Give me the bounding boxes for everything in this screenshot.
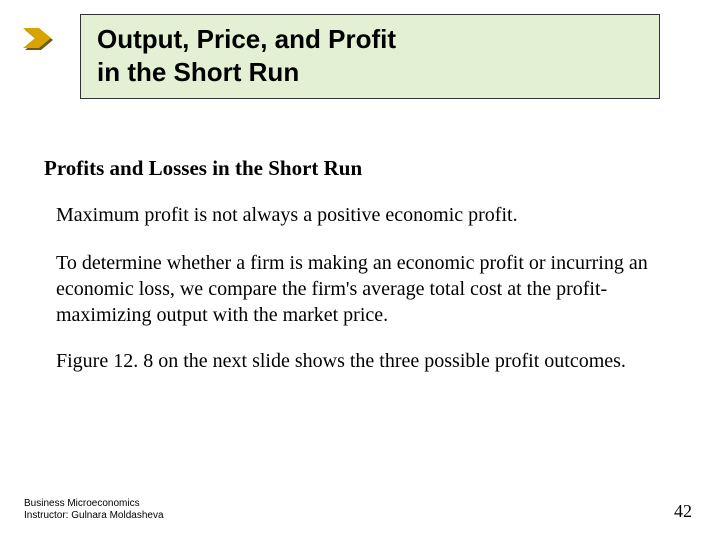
bullet-arrow-icon: [22, 26, 58, 54]
slide-title-line2: in the Short Run: [97, 56, 643, 89]
slide-title-line1: Output, Price, and Profit: [97, 23, 643, 56]
slide-title-box: Output, Price, and Profit in the Short R…: [80, 14, 660, 99]
paragraph-3: Figure 12. 8 on the next slide shows the…: [56, 348, 666, 374]
page-number: 42: [674, 501, 692, 522]
footer-instructor: Instructor: Gulnara Moldasheva: [24, 510, 164, 522]
paragraph-1: Maximum profit is not always a positive …: [56, 202, 666, 228]
footer-left: Business Microeconomics Instructor: Guln…: [24, 498, 164, 522]
footer-course: Business Microeconomics: [24, 498, 164, 510]
subheading: Profits and Losses in the Short Run: [44, 156, 362, 181]
paragraph-2: To determine whether a firm is making an…: [56, 250, 666, 328]
